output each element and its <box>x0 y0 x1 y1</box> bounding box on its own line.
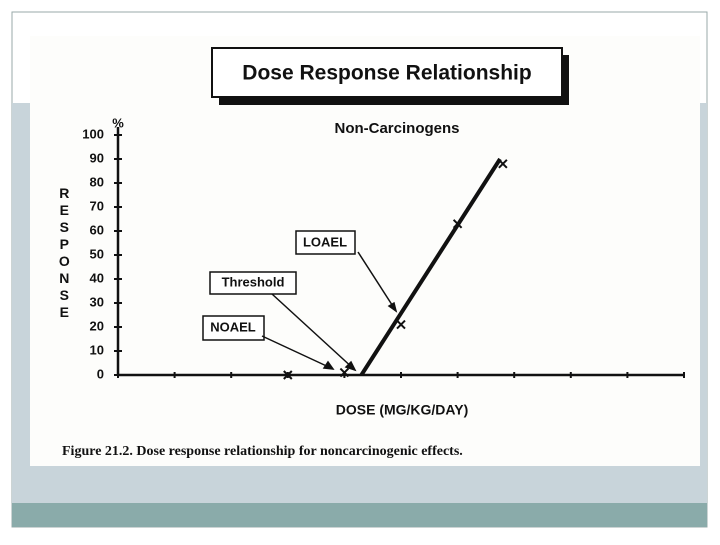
caption: Figure 21.2. Dose response relationship … <box>62 444 463 459</box>
marker <box>396 319 406 330</box>
marker <box>452 219 463 229</box>
y-tick-label: 20 <box>90 318 104 333</box>
arrow-head <box>322 360 335 370</box>
y-tick-label: 30 <box>90 294 104 309</box>
annotation: LOAEL <box>303 234 347 249</box>
y-tick-label: 60 <box>90 222 104 237</box>
y-tick-label: 50 <box>90 246 104 261</box>
annotation-arrows <box>261 251 398 372</box>
y-tick-label: 10 <box>90 342 104 357</box>
annotation: NOAEL <box>210 319 256 334</box>
y-tick-label: 0 <box>97 366 104 381</box>
y-axis-label: RESPONSE <box>56 185 72 321</box>
marker <box>339 367 350 378</box>
annotation-box <box>202 315 265 341</box>
y-tick-label: 90 <box>90 150 104 165</box>
subtitle: Non-Carcinogens <box>334 120 459 137</box>
marker <box>498 159 508 169</box>
y-tick-label: 70 <box>90 198 104 213</box>
chart-title: Dose Response Relationship <box>242 62 531 85</box>
y-tick-label: 100 <box>82 126 104 141</box>
chart-image <box>30 36 700 466</box>
arrow <box>261 335 334 370</box>
marker <box>283 370 293 380</box>
arrow-head <box>344 360 357 372</box>
title-box <box>211 47 563 98</box>
annotation-boxes <box>202 230 356 341</box>
arrow <box>271 293 356 371</box>
footer-bar <box>12 503 707 527</box>
x-axis-label: DOSE (MG/KG/DAY) <box>336 402 469 418</box>
annotation-box <box>209 271 297 295</box>
annotation-box <box>295 230 356 255</box>
response-line <box>359 157 502 377</box>
arrow-head <box>387 301 398 313</box>
y-unit: % <box>112 115 124 130</box>
y-tick-label: 40 <box>90 270 104 285</box>
annotation: Threshold <box>222 274 285 289</box>
arrow <box>357 251 397 312</box>
y-tick-label: 80 <box>90 174 104 189</box>
